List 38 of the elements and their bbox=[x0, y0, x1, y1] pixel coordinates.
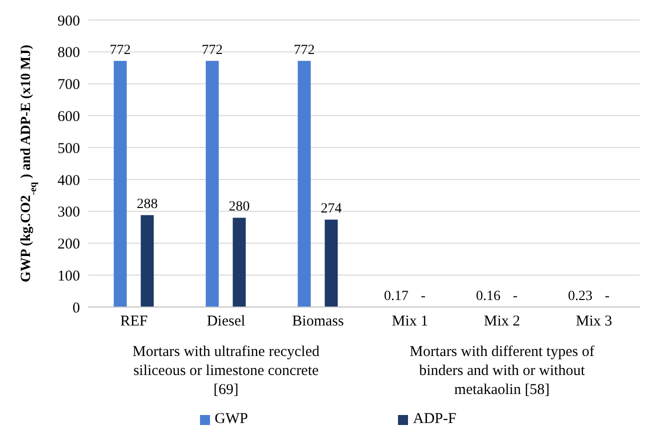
text: - bbox=[604, 289, 610, 304]
x-tick-label: REF bbox=[120, 314, 148, 330]
x-tick-label: Mix 1 bbox=[392, 314, 428, 330]
text: - bbox=[420, 289, 426, 304]
data-label: 772 bbox=[202, 42, 223, 58]
bar bbox=[298, 60, 311, 307]
y-tick-label: 100 bbox=[58, 268, 80, 284]
bar bbox=[114, 60, 127, 307]
x-tick-label: Mix 2 bbox=[484, 314, 520, 330]
data-label: 0.23 bbox=[568, 288, 593, 304]
y-tick-label: 300 bbox=[58, 204, 80, 221]
y-tick-label: 500 bbox=[58, 140, 80, 157]
x-tick-label: Biomass bbox=[292, 314, 344, 330]
data-label: 288 bbox=[136, 197, 158, 212]
data-label: 0.17 bbox=[384, 288, 409, 304]
data-label: 274 bbox=[320, 202, 342, 217]
bar bbox=[140, 215, 154, 307]
data-label: 0.16 bbox=[476, 288, 501, 304]
data-label: 280 bbox=[228, 200, 250, 215]
bar bbox=[232, 218, 246, 307]
x-tick-label: Diesel bbox=[206, 314, 246, 330]
y-tick-label: 700 bbox=[58, 77, 80, 94]
y-tick-label: 200 bbox=[58, 236, 80, 253]
y-tick-label: 0 bbox=[72, 300, 80, 316]
data-label: 772 bbox=[110, 42, 131, 58]
bar bbox=[324, 220, 338, 307]
y-tick-label: 600 bbox=[58, 108, 80, 125]
y-tick-label: 900 bbox=[58, 13, 80, 30]
legend-label: ADP-F bbox=[412, 411, 456, 428]
legend-label: GWP bbox=[214, 411, 248, 428]
y-tick-label: 800 bbox=[58, 45, 80, 62]
y-tick-label: 400 bbox=[58, 172, 80, 189]
x-tick-label: Mix 3 bbox=[576, 314, 612, 330]
text: - bbox=[512, 289, 518, 304]
text: Mortars with ultrafine recycled siliceous or limestone concrete [69] bbox=[131, 343, 320, 400]
bar bbox=[206, 60, 219, 307]
data-label: 772 bbox=[294, 42, 315, 58]
text: Mortars with different types of binders and with or without metakaolin [58] bbox=[408, 343, 596, 400]
